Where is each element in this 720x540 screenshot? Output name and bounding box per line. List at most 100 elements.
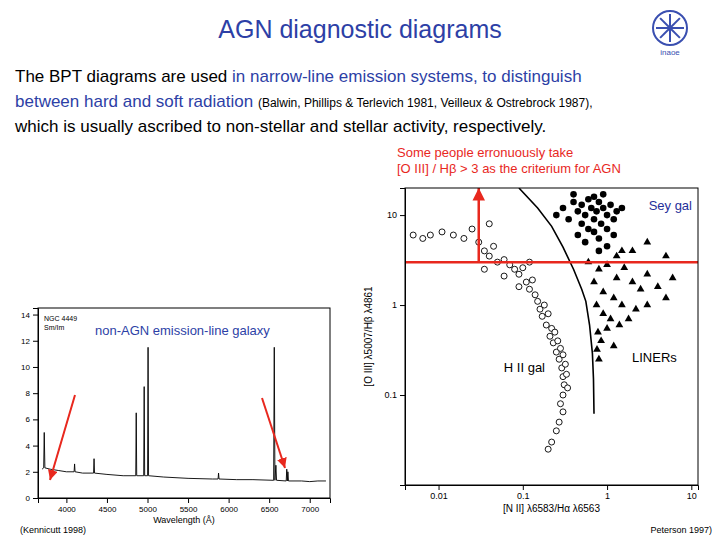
- point: [520, 265, 526, 271]
- tick-mark: [33, 341, 38, 342]
- tick-mark: [310, 498, 311, 503]
- tick: 2: [26, 468, 38, 477]
- series: [405, 262, 698, 263]
- point: [613, 273, 621, 280]
- point: [637, 285, 645, 292]
- point: [557, 401, 563, 407]
- point: [516, 284, 522, 290]
- point: [532, 292, 538, 298]
- point: [565, 216, 572, 223]
- point: [616, 321, 624, 328]
- tick-mark: [523, 485, 524, 490]
- point: [598, 221, 605, 228]
- logo-ray: [660, 18, 670, 28]
- point: [595, 355, 603, 362]
- axis-line: [39, 499, 331, 504]
- series: [519, 188, 594, 414]
- body-segment: between hard and soft radiation: [15, 92, 258, 111]
- point: [610, 342, 618, 349]
- point: [625, 315, 633, 322]
- title: AGN diagnostic diagrams: [218, 15, 501, 43]
- point: [632, 305, 640, 312]
- plot-frame: [38, 308, 330, 498]
- point: [578, 221, 585, 228]
- tick-label: 10: [387, 210, 397, 220]
- source: Peterson 1997): [650, 525, 712, 535]
- tick-mark: [33, 367, 38, 368]
- body-segment: which is usually ascribed to non-stellar…: [14, 117, 546, 136]
- point: [486, 221, 492, 227]
- tick-mark: [439, 485, 440, 490]
- point: [596, 199, 603, 206]
- tick: 1: [392, 300, 405, 310]
- point: [549, 439, 555, 445]
- series: [553, 191, 625, 254]
- tick-label: 1: [605, 491, 610, 501]
- point: [629, 246, 637, 253]
- line: [405, 261, 698, 264]
- tick: 10: [387, 210, 405, 220]
- tick-label: 4: [26, 442, 31, 451]
- tick-label: 0.1: [517, 491, 530, 501]
- point: [593, 345, 601, 352]
- chart: 400045005000550060006500700002468101214W…: [21, 308, 330, 525]
- point: [585, 196, 592, 203]
- background: [0, 0, 720, 540]
- tick: 7000: [301, 498, 319, 514]
- point: [556, 419, 562, 425]
- point: [552, 329, 558, 335]
- plot-frame: [405, 188, 698, 485]
- point: [643, 238, 651, 245]
- point: [501, 273, 507, 279]
- tick: 10: [687, 485, 697, 501]
- point: [560, 205, 567, 212]
- point: [545, 311, 551, 317]
- tick-label: 10: [21, 363, 30, 372]
- tick-label: 6000: [220, 505, 238, 514]
- point: [585, 226, 592, 233]
- axis-line: [33, 309, 39, 499]
- point: [613, 252, 621, 259]
- point: [539, 313, 545, 319]
- plot-area: [42, 347, 326, 481]
- body-segment: in narrow-line emission systems, to dist…: [232, 67, 582, 86]
- point: [560, 352, 566, 358]
- logo: inaoe: [653, 11, 687, 57]
- axis-line: [406, 486, 699, 491]
- point: [607, 202, 614, 209]
- point: [600, 205, 607, 212]
- tick: 8: [26, 389, 38, 398]
- tick: 0.01: [430, 485, 448, 501]
- tick: 10: [21, 363, 38, 372]
- annotation: non-AGN emission-line galaxy: [95, 323, 270, 338]
- point: [562, 361, 568, 367]
- pointer-arrow: [262, 398, 285, 468]
- tick-label: 6500: [261, 505, 279, 514]
- inset-label: NGC 4449: [44, 315, 77, 322]
- point: [560, 409, 566, 415]
- series: [478, 188, 479, 262]
- point: [481, 248, 487, 254]
- point: [560, 392, 566, 398]
- tick-mark: [33, 472, 38, 473]
- series: [410, 221, 570, 452]
- point: [541, 302, 547, 308]
- tick: 4: [26, 442, 38, 451]
- point: [669, 273, 677, 280]
- point: [555, 338, 561, 344]
- tick: 4500: [99, 498, 117, 514]
- tick-label: 0.01: [430, 491, 448, 501]
- tick-label: 6: [26, 415, 31, 424]
- point: [461, 235, 467, 241]
- point: [427, 232, 433, 238]
- tick-mark: [107, 498, 108, 503]
- logo-ray: [660, 28, 670, 38]
- point: [575, 208, 582, 215]
- tick-mark: [33, 419, 38, 420]
- point: [420, 235, 426, 241]
- tick-label: 12: [21, 337, 30, 346]
- tick-mark: [66, 498, 67, 503]
- tick: 4000: [58, 498, 76, 514]
- region-label: Sey gal: [649, 198, 692, 213]
- tick-label: 0.1: [384, 390, 397, 400]
